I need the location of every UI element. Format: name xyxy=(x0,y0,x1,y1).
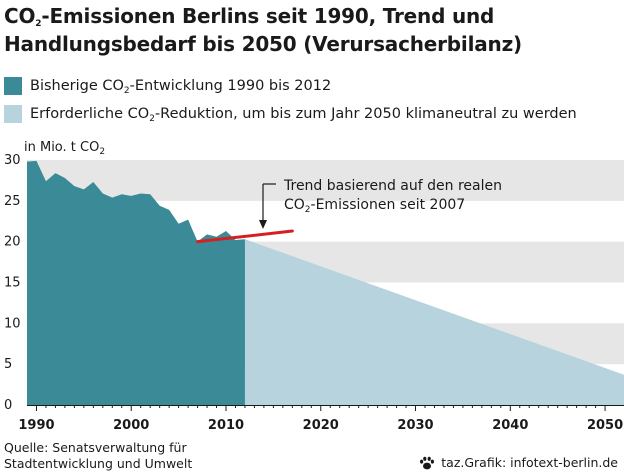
paw-logo-icon xyxy=(420,456,435,470)
chart-title-line2: Handlungsbedarf bis 2050 (Verursacherbil… xyxy=(4,32,522,56)
data-areas xyxy=(27,160,624,405)
y-tick-label: 25 xyxy=(4,194,21,209)
x-tick-label: 1990 xyxy=(18,418,54,433)
legend-label-required: Erforderliche CO2-Reduktion, um bis zum … xyxy=(30,106,577,124)
x-tick-label: 2040 xyxy=(492,418,528,433)
y-axis-labels: 0 5 10 15 20 25 30 xyxy=(4,153,21,413)
grid-band xyxy=(27,160,624,201)
y-tick-label: 15 xyxy=(4,276,21,291)
y-tick-label: 20 xyxy=(4,235,21,250)
annotation-line2: CO2-Emissionen seit 2007 xyxy=(284,197,465,215)
legend-label-historical: Bisherige CO2-Entwicklung 1990 bis 2012 xyxy=(30,78,332,96)
y-tick-label: 5 xyxy=(4,357,12,372)
legend-swatch-required xyxy=(4,105,22,123)
source-line2: Stadtentwicklung und Umwelt xyxy=(4,456,193,471)
x-tick-label: 2050 xyxy=(587,418,623,433)
y-tick-label: 0 xyxy=(4,398,12,413)
x-axis: 1990 2000 2010 2020 2030 2040 2050 xyxy=(18,405,624,433)
historical-emissions-area xyxy=(27,160,245,405)
legend-swatch-historical xyxy=(4,77,22,95)
chart-title: CO2-Emissionen Berlins seit 1990, Trend … xyxy=(4,2,624,58)
x-tick-label: 2020 xyxy=(303,418,339,433)
legend-item-historical: Bisherige CO2-Entwicklung 1990 bis 2012 xyxy=(4,76,331,96)
trend-annotation: Trend basierend auf den realen CO2-Emiss… xyxy=(259,178,502,229)
trend-layer xyxy=(196,229,294,244)
x-tick-label: 2030 xyxy=(397,418,433,433)
required-reduction-area xyxy=(244,239,624,405)
annotation-line1: Trend basierend auf den realen xyxy=(283,178,502,194)
source-note: Quelle: Senatsverwaltung für Stadtentwic… xyxy=(4,440,192,472)
credit: taz.Grafik: infotext-berlin.de xyxy=(419,455,618,471)
annotation-arrowhead xyxy=(259,220,267,229)
legend-item-required: Erforderliche CO2-Reduktion, um bis zum … xyxy=(4,104,577,124)
trend-line xyxy=(196,229,294,244)
y-axis-unit-label: in Mio. t CO2 xyxy=(24,140,106,157)
credit-text: taz.Grafik: infotext-berlin.de xyxy=(441,455,618,470)
x-tick-label: 2010 xyxy=(208,418,244,433)
y-tick-label: 10 xyxy=(4,316,21,331)
y-tick-label: 30 xyxy=(4,153,21,168)
x-tick-label: 2000 xyxy=(113,418,149,433)
chart-title-line1: CO2-Emissionen Berlins seit 1990, Trend … xyxy=(4,4,495,29)
source-line1: Quelle: Senatsverwaltung für xyxy=(4,440,187,455)
